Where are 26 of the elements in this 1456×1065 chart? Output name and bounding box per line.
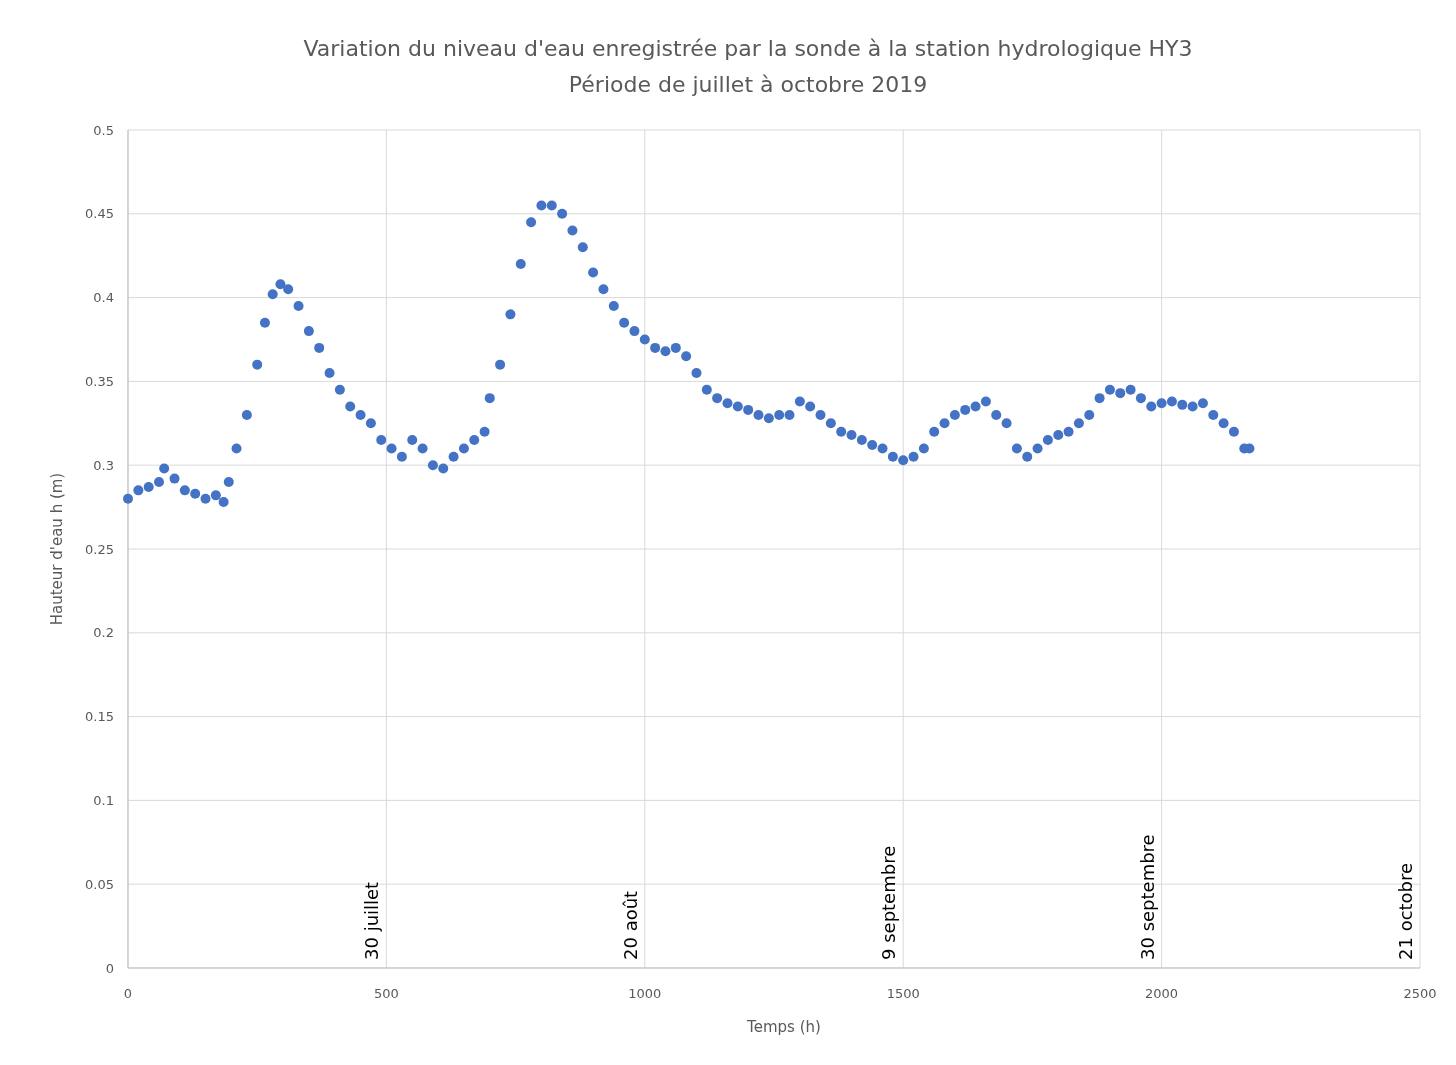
y-tick-label: 0.15 (85, 709, 114, 725)
y-tick-label: 0.1 (93, 792, 114, 808)
annotation: 9 septembre (878, 845, 900, 960)
chart-title: Variation du niveau d'eau enregistrée par la sonde à la station hydrologique HY3 (303, 36, 1193, 61)
annotation: 20 août (619, 890, 641, 960)
x-tick-label: 1000 (628, 986, 662, 1001)
x-tick-label: 500 (373, 986, 399, 1001)
y-tick-label: 0.45 (85, 206, 114, 222)
annotation: 21 octobre (1395, 862, 1416, 960)
y-tick-label: 0.5 (93, 122, 114, 138)
x-tick-label: 1500 (886, 986, 920, 1001)
y-tick-label: 0.3 (93, 457, 114, 473)
annotation: 30 septembre (1136, 834, 1158, 960)
y-axis-title: Hauteur d'eau h (m) (48, 472, 66, 626)
y-tick-label: 0.05 (85, 876, 114, 892)
annotation: 30 juillet (361, 881, 383, 960)
x-tick-label: 2500 (1403, 986, 1437, 1001)
y-tick-label: 0.2 (93, 625, 114, 641)
y-tick-label: 0.4 (93, 290, 114, 306)
y-tick-label: 0.25 (85, 541, 114, 557)
x-tick-label: 0 (123, 986, 133, 1001)
chart-subtitle: Période de juillet à octobre 2019 (568, 72, 928, 97)
y-tick-label: 0 (105, 960, 114, 976)
y-tick-label: 0.35 (85, 373, 114, 389)
x-axis-title: Temps (h) (746, 1018, 821, 1036)
x-tick-label: 2000 (1145, 986, 1179, 1001)
